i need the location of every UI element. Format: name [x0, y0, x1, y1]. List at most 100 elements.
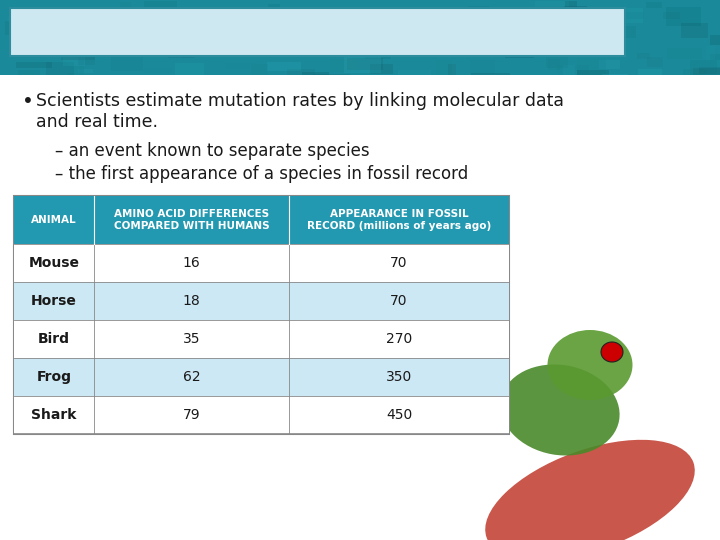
Bar — [477, 42, 510, 56]
Bar — [297, 31, 312, 44]
Bar — [40, 21, 59, 28]
Bar — [120, 2, 131, 17]
Bar — [40, 13, 50, 26]
Bar — [264, 24, 284, 39]
Text: 70: 70 — [390, 256, 408, 270]
Text: 270: 270 — [386, 332, 412, 346]
Text: APPEARANCE IN FOSSIL
RECORD (millions of years ago): APPEARANCE IN FOSSIL RECORD (millions of… — [307, 209, 491, 231]
Bar — [612, 25, 636, 38]
Bar — [548, 59, 560, 70]
Bar — [14, 282, 509, 320]
Bar — [46, 62, 74, 78]
Bar — [556, 23, 586, 38]
Bar — [16, 62, 53, 68]
Bar — [338, 11, 351, 30]
Text: 450: 450 — [386, 408, 412, 422]
Bar — [430, 335, 720, 540]
Bar — [598, 11, 612, 25]
Bar — [42, 28, 67, 37]
Bar — [18, 42, 46, 48]
Bar — [217, 48, 237, 53]
Bar — [557, 33, 593, 48]
Bar — [251, 64, 268, 77]
Bar — [468, 6, 489, 11]
Bar — [78, 69, 93, 73]
Bar — [706, 46, 716, 60]
Bar — [613, 12, 644, 19]
Bar — [61, 42, 95, 60]
Bar — [599, 60, 620, 69]
Ellipse shape — [547, 330, 632, 400]
Bar — [564, 6, 587, 18]
Bar — [18, 70, 40, 78]
Text: 35: 35 — [183, 332, 200, 346]
Bar — [68, 56, 84, 75]
Bar — [418, 26, 445, 30]
Text: ANIMAL: ANIMAL — [31, 215, 77, 225]
Bar — [14, 358, 509, 396]
Bar — [364, 52, 391, 59]
Bar — [562, 8, 603, 26]
Bar — [168, 40, 195, 58]
Text: 70: 70 — [390, 294, 408, 308]
Bar — [681, 23, 708, 38]
Bar — [398, 70, 431, 82]
Bar — [107, 38, 128, 50]
Bar — [370, 64, 393, 75]
Bar — [412, 36, 428, 45]
Bar — [78, 50, 95, 65]
Bar — [63, 49, 84, 66]
Ellipse shape — [485, 440, 695, 540]
Bar — [710, 35, 720, 45]
Bar — [693, 68, 720, 76]
Bar — [614, 17, 624, 26]
Bar — [144, 1, 177, 15]
Bar — [14, 320, 509, 358]
Bar — [433, 9, 452, 28]
Bar — [448, 64, 456, 77]
Bar — [192, 10, 215, 21]
Text: Bird: Bird — [38, 332, 70, 346]
Bar — [636, 53, 650, 59]
Bar — [88, 44, 118, 48]
Bar — [699, 67, 720, 74]
Bar — [179, 18, 210, 35]
Bar — [116, 38, 129, 53]
Bar — [287, 69, 315, 76]
Bar — [328, 15, 346, 29]
Bar — [565, 1, 577, 18]
Bar — [546, 54, 568, 68]
Bar — [436, 60, 452, 78]
Text: Horse: Horse — [31, 294, 77, 308]
Bar — [663, 12, 680, 19]
Bar — [0, 75, 720, 540]
Bar — [284, 24, 307, 42]
Text: – the first appearance of a species in fossil record: – the first appearance of a species in f… — [55, 165, 468, 183]
Bar — [141, 23, 174, 43]
Bar — [348, 58, 383, 70]
Bar — [603, 8, 642, 23]
Bar — [482, 33, 517, 48]
Bar — [638, 69, 662, 82]
Bar — [354, 45, 392, 51]
Bar — [371, 19, 409, 26]
Bar — [114, 11, 151, 22]
Bar — [330, 59, 359, 72]
Bar — [10, 8, 625, 56]
Bar — [323, 30, 333, 45]
Bar — [529, 15, 559, 33]
Bar — [602, 74, 628, 92]
Ellipse shape — [500, 364, 620, 456]
Text: •: • — [22, 92, 34, 111]
Bar — [344, 57, 381, 73]
Bar — [8, 16, 32, 22]
Bar — [313, 75, 350, 90]
Bar — [683, 69, 706, 78]
Bar — [339, 43, 372, 57]
Bar — [130, 18, 147, 31]
Bar — [266, 35, 281, 41]
Ellipse shape — [601, 342, 623, 362]
Bar — [302, 72, 329, 91]
Bar — [182, 44, 194, 58]
Bar — [532, 10, 544, 29]
